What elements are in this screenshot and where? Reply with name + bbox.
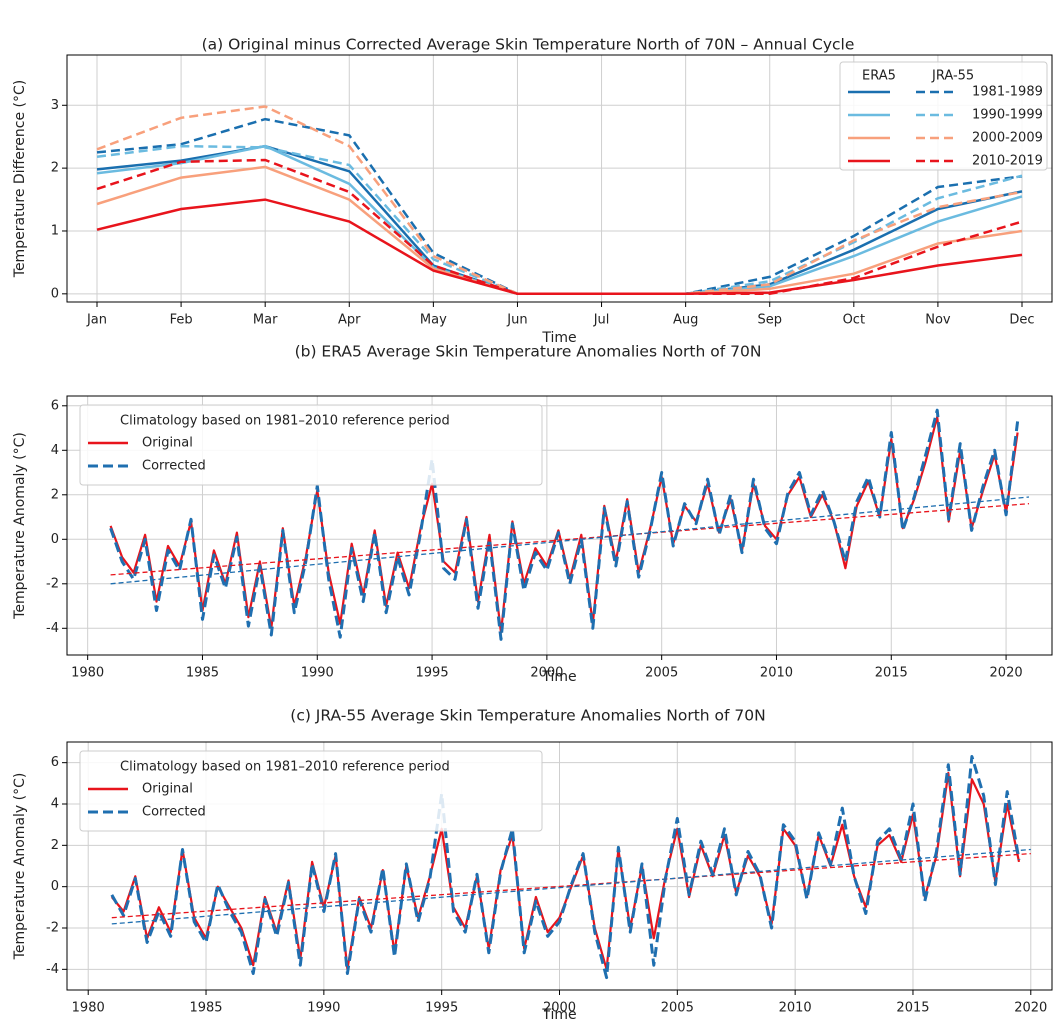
x-tick-label: 2000	[530, 666, 563, 681]
legend-title: Climatology based on 1981–2010 reference…	[120, 414, 450, 429]
trend-line	[111, 848, 1031, 925]
x-tick-label: 2015	[875, 666, 908, 681]
x-axis-label: Time	[541, 1007, 576, 1023]
x-tick-label: 2020	[1014, 1001, 1047, 1016]
plot-frame	[66, 54, 1053, 303]
x-tick-label: 1995	[425, 1001, 458, 1016]
series-line	[96, 158, 1023, 296]
y-axis-label: Temperature Anomaly (°C)	[12, 773, 28, 961]
x-tick-label: 2015	[896, 1001, 929, 1016]
y-tick-label: 2	[51, 838, 59, 853]
trend-line	[110, 496, 1030, 585]
legend-box	[79, 750, 543, 832]
series-line	[110, 755, 1021, 980]
y-tick-label: 2	[51, 161, 59, 176]
x-tick-label: Dec	[1009, 313, 1034, 328]
y-tick-label: 6	[51, 755, 59, 770]
x-tick-label: Feb	[170, 313, 193, 328]
y-tick-label: 2	[51, 487, 59, 502]
x-tick-label: Jan	[86, 313, 107, 328]
x-axis-label: Time	[541, 330, 576, 346]
chart-title: (c) JRA-55 Average Skin Temperature Anom…	[290, 707, 765, 725]
x-tick-label: 2005	[661, 1001, 694, 1016]
trend-line	[111, 852, 1031, 919]
series-line	[109, 408, 1020, 641]
y-tick-label: 4	[51, 443, 59, 458]
x-tick-label: 2020	[990, 666, 1023, 681]
x-tick-label: Apr	[338, 313, 361, 328]
x-axis-label: Time	[541, 669, 576, 685]
y-tick-label: 0	[51, 532, 59, 547]
x-tick-label: 1985	[189, 1001, 222, 1016]
x-tick-label: May	[420, 313, 447, 328]
x-tick-label: Jun	[506, 313, 527, 328]
legend-label: Corrected	[142, 459, 206, 474]
y-tick-label: 4	[51, 797, 59, 812]
x-tick-label: 1980	[72, 1001, 105, 1016]
y-axis-label: Temperature Difference (°C)	[12, 80, 28, 278]
legend-label: 1990-1999	[972, 108, 1043, 123]
legend-label: Original	[142, 782, 193, 797]
x-tick-label: 1995	[416, 666, 449, 681]
x-tick-label: 1980	[71, 666, 104, 681]
y-axis-label: Temperature Anomaly (°C)	[12, 432, 28, 620]
y-tick-label: -2	[46, 576, 59, 591]
y-tick-label: 1	[51, 223, 59, 238]
chart-title: (b) ERA5 Average Skin Temperature Anomal…	[295, 343, 762, 361]
y-tick-label: 0	[51, 286, 59, 301]
legend-box	[79, 404, 543, 486]
legend-label: 2000-2009	[972, 131, 1043, 146]
legend-header: ERA5	[862, 69, 896, 84]
trend-line	[110, 503, 1030, 576]
legend-label: 2010-2019	[972, 154, 1043, 169]
x-tick-label: 1990	[301, 666, 334, 681]
plot-frame	[66, 741, 1053, 991]
legend-label: 1981-1989	[972, 85, 1043, 100]
legend-box	[839, 61, 1048, 171]
x-tick-label: Sep	[757, 313, 782, 328]
y-tick-label: 6	[51, 398, 59, 413]
x-tick-label: Aug	[673, 313, 698, 328]
y-tick-label: -4	[46, 621, 59, 636]
x-tick-label: 1985	[186, 666, 219, 681]
legend-title: Climatology based on 1981–2010 reference…	[120, 760, 450, 775]
x-tick-label: 2005	[645, 666, 678, 681]
x-tick-label: 2010	[760, 666, 793, 681]
y-tick-label: 3	[51, 98, 59, 113]
legend-label: Original	[142, 436, 193, 451]
x-tick-label: Jul	[593, 313, 610, 328]
legend-header: JRA-55	[931, 69, 974, 84]
chart-title: (a) Original minus Corrected Average Ski…	[202, 36, 855, 54]
plot-frame	[66, 395, 1053, 656]
x-tick-label: 1990	[307, 1001, 340, 1016]
x-tick-label: Oct	[843, 313, 865, 328]
legend-label: Corrected	[142, 805, 206, 820]
x-tick-label: Nov	[925, 313, 951, 328]
x-tick-label: 2010	[779, 1001, 812, 1016]
y-tick-label: -2	[46, 921, 59, 936]
y-tick-label: 0	[51, 879, 59, 894]
x-tick-label: Mar	[253, 313, 278, 328]
x-tick-label: 2000	[543, 1001, 576, 1016]
y-tick-label: -4	[46, 962, 59, 977]
